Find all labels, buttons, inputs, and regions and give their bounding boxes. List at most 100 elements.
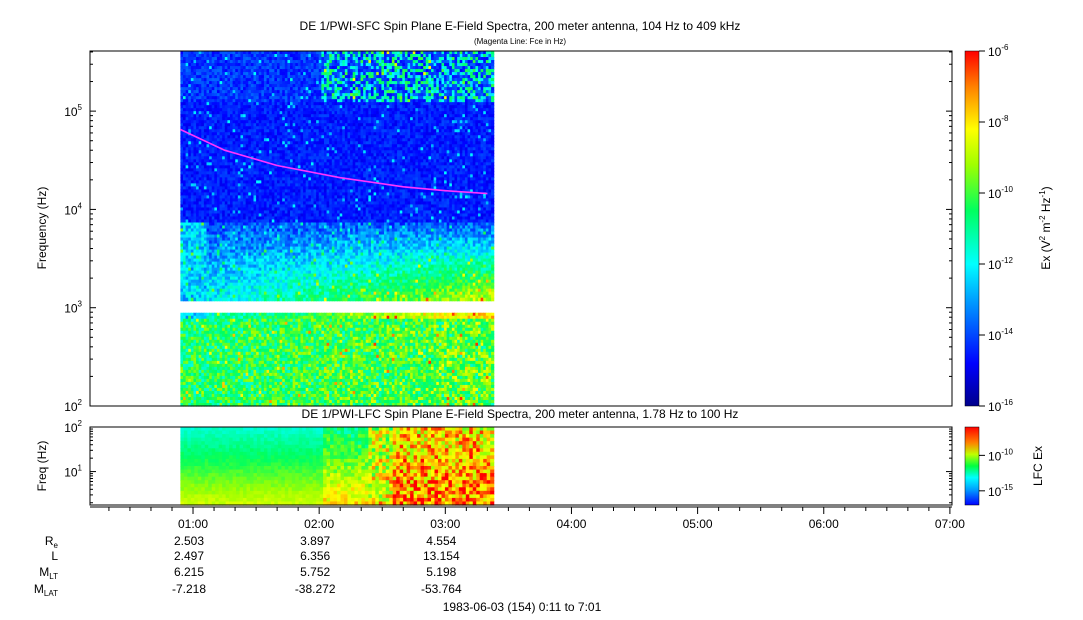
sfc-heat-cell (250, 381, 255, 386)
sfc-heat-cell (188, 90, 192, 94)
sfc-heat-cell (188, 147, 192, 151)
sfc-heat-cell (227, 240, 231, 245)
sfc-heat-cell (243, 384, 247, 389)
sfc-heat-cell (279, 234, 283, 239)
sfc-heat-cell (256, 177, 260, 181)
sfc-heat-cell (243, 330, 247, 335)
sfc-heat-cell (261, 183, 265, 187)
sfc-heat-cell (183, 105, 187, 109)
sfc-heat-cell (261, 285, 265, 290)
sfc-heat-cell (274, 156, 278, 160)
sfc-heat-cell (224, 72, 228, 76)
sfc-heat-cell (250, 114, 255, 118)
sfc-heat-cell (261, 99, 265, 103)
sfc-heat-cell (282, 183, 286, 187)
sfc-heat-cell (269, 129, 273, 133)
sfc-heat-cell (219, 249, 223, 254)
sfc-heat-cell (245, 162, 249, 166)
sfc-heat-cell (245, 234, 249, 239)
sfc-heat-cell (232, 183, 236, 187)
sfc-heat-cell (190, 90, 195, 94)
sfc-heat-cell (214, 213, 218, 218)
sfc-heat-cell (271, 240, 275, 245)
sfc-heat-cell (219, 78, 223, 82)
sfc-heat-cell (219, 108, 223, 112)
sfc-heat-cell (279, 72, 283, 76)
sfc-heat-cell (250, 270, 255, 275)
sfc-heat-cell (263, 390, 268, 395)
sfc-heat-cell (214, 312, 218, 317)
sfc-heat-cell (237, 114, 242, 118)
sfc-heat-cell (261, 342, 265, 347)
sfc-heat-cell (250, 210, 255, 215)
sfc-heat-cell (243, 177, 247, 181)
sfc-heat-cell (193, 102, 197, 106)
sfc-heat-cell (279, 123, 283, 127)
sfc-heat-cell (224, 198, 228, 203)
sfc-heat-cell (256, 174, 260, 178)
sfc-heat-cell (266, 315, 270, 320)
sfc-heat-cell (183, 75, 187, 79)
sfc-heat-cell (201, 183, 205, 187)
sfc-heat-cell (274, 63, 278, 67)
sfc-heat-cell (201, 213, 205, 218)
sfc-heat-cell (237, 183, 242, 187)
sfc-heat-cell (227, 117, 231, 121)
sfc-heat-cell (232, 207, 236, 212)
sfc-heat-cell (222, 384, 226, 389)
sfc-heat-cell (292, 192, 296, 197)
sfc-heat-cell (224, 189, 228, 193)
sfc-heat-cell (214, 153, 218, 157)
sfc-heat-cell (206, 345, 210, 350)
sfc-heat-cell (245, 186, 249, 190)
sfc-heat-cell (248, 129, 252, 133)
sfc-heat-cell (240, 195, 244, 200)
sfc-heat-cell (287, 138, 291, 142)
sfc-heat-cell (188, 57, 192, 61)
sfc-heat-cell (256, 207, 260, 212)
sfc-heat-cell (201, 96, 205, 100)
sfc-heat-cell (248, 105, 252, 109)
sfc-heat-cell (201, 117, 205, 121)
sfc-heat-cell (211, 99, 215, 103)
sfc-heat-cell (279, 294, 283, 299)
sfc-heat-cell (216, 294, 221, 299)
sfc-heat-cell (224, 126, 228, 130)
sfc-heat-cell (284, 117, 289, 121)
sfc-heat-cell (235, 387, 239, 392)
sfc-heat-cell (253, 318, 257, 323)
sfc-heat-cell (230, 279, 234, 284)
sfc-heat-cell (258, 162, 262, 166)
sfc-heat-cell (224, 90, 228, 94)
sfc-heat-cell (188, 126, 192, 130)
sfc-heat-cell (274, 339, 278, 344)
sfc-heat-cell (253, 279, 257, 284)
sfc-heat-cell (209, 267, 213, 272)
sfc-heat-cell (227, 237, 231, 242)
sfc-heat-cell (292, 153, 296, 157)
sfc-heat-cell (196, 210, 200, 215)
sfc-heat-cell (243, 183, 247, 187)
sfc-heat-cell (201, 192, 205, 197)
sfc-heat-cell (227, 231, 231, 236)
sfc-heat-cell (269, 216, 273, 221)
sfc-heat-cell (183, 156, 187, 160)
sfc-heat-cell (185, 72, 189, 76)
sfc-heat-cell (203, 156, 208, 160)
sfc-heat-cell (180, 99, 184, 103)
sfc-heat-cell (219, 291, 223, 296)
sfc-heat-cell (253, 126, 257, 130)
sfc-heat-cell (271, 255, 275, 260)
sfc-heat-cell (209, 252, 213, 257)
sfc-heat-cell (227, 192, 231, 197)
sfc-heat-cell (256, 210, 260, 215)
sfc-heat-cell (290, 231, 294, 236)
sfc-heat-cell (196, 261, 200, 266)
sfc-heat-cell (284, 81, 289, 85)
sfc-heat-cell (183, 114, 187, 118)
sfc-heat-cell (232, 201, 236, 206)
sfc-heat-cell (271, 381, 275, 386)
sfc-heat-cell (185, 354, 189, 359)
sfc-heat-cell (276, 168, 281, 172)
sfc-heat-cell (245, 351, 249, 356)
